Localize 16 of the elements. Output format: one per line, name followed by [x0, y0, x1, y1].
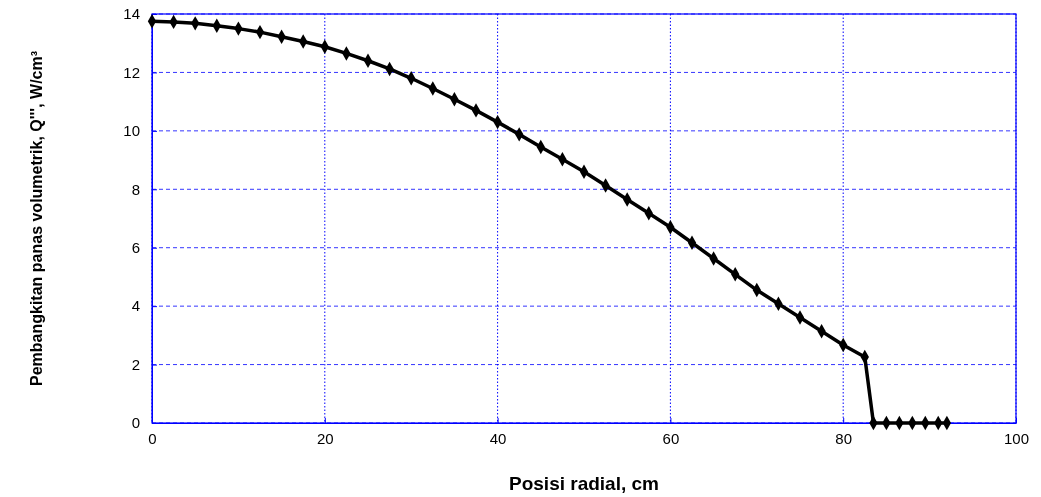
- y-tick-label: 14: [123, 5, 140, 23]
- y-tick-label: 8: [131, 180, 140, 198]
- y-tick-label: 10: [123, 122, 140, 140]
- x-tick-label: 60: [662, 429, 680, 447]
- y-tick-label: 6: [131, 239, 140, 257]
- y-tick-label: 2: [131, 355, 140, 373]
- y-tick-label: 0: [131, 414, 140, 432]
- x-axis-title: Posisi radial, cm: [509, 473, 659, 494]
- x-tick-label: 20: [316, 429, 334, 447]
- y-tick-label: 4: [131, 297, 140, 315]
- x-tick-label: 0: [148, 429, 157, 447]
- x-tick-label: 100: [1003, 429, 1030, 447]
- y-axis-title: Pembangkitan panas volumetrik, Q''', W/cm³: [28, 50, 45, 387]
- x-tick-label: 80: [835, 429, 853, 447]
- x-tick-label: 40: [489, 429, 507, 447]
- y-tick-label: 12: [123, 63, 140, 81]
